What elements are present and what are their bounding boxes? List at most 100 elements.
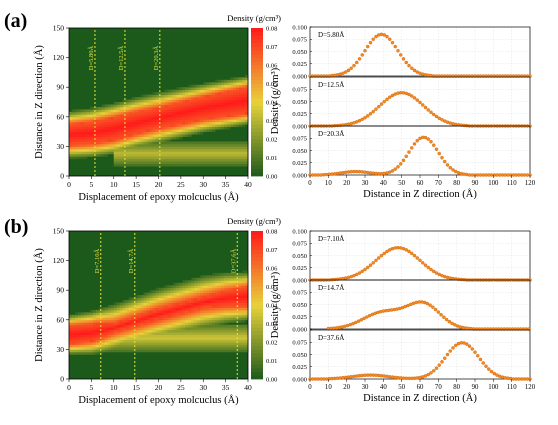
data-point [465, 172, 469, 177]
heatmap-cell [182, 141, 186, 145]
heatmap-cell [209, 119, 213, 123]
heatmap-cell [221, 163, 225, 167]
data-point [385, 249, 389, 254]
heatmap-cell [98, 327, 103, 331]
heatmap-cell [125, 134, 130, 137]
heatmap-cell [158, 94, 162, 98]
heatmap-cell [155, 327, 159, 331]
heatmap-cell [245, 141, 249, 145]
heatmap-cell [89, 136, 94, 140]
heatmap-cell [230, 339, 234, 343]
heatmap-cell [236, 156, 240, 160]
heatmap-cell [113, 329, 118, 333]
heatmap-cell [227, 106, 231, 110]
heatmap-cell [128, 141, 133, 145]
heatmap-cell [140, 307, 144, 311]
data-point [423, 105, 428, 110]
heatmap-cell [77, 111, 82, 115]
heatmap-cell [215, 334, 219, 338]
heatmap-cell [194, 295, 198, 298]
heatmap-cell [71, 342, 76, 345]
heatmap-cell [152, 297, 156, 301]
heatmap-cell [77, 342, 82, 345]
heatmap-cell [137, 151, 141, 155]
data-point [368, 40, 373, 45]
heatmap-cell [245, 312, 249, 316]
heatmap-cell [164, 114, 168, 118]
heatmap-cell [92, 143, 97, 147]
heatmap-cell [176, 329, 180, 333]
heatmap-cell [245, 317, 249, 321]
heatmap-cell [215, 92, 219, 95]
heatmap-cell [230, 307, 234, 311]
heatmap-cell [113, 339, 118, 343]
heatmap-cell [203, 126, 207, 130]
heatmap-cell [203, 121, 207, 125]
heatmap-cell [134, 346, 139, 350]
y-tick-label: 0.000 [292, 277, 307, 284]
data-point [412, 253, 417, 258]
heatmap-cell [119, 317, 124, 321]
heatmap-cell [137, 337, 141, 340]
heatmap-cell [170, 143, 174, 147]
heatmap-cell [245, 295, 249, 298]
heatmap-cell [83, 114, 88, 118]
heatmap-cell [221, 143, 225, 147]
heatmap-cell [137, 339, 141, 343]
heatmap-cell [188, 302, 192, 306]
heatmap-cell [131, 141, 136, 145]
heatmap-cell [134, 109, 139, 113]
heatmap-cell [95, 324, 100, 328]
heatmap-cell [155, 106, 159, 110]
heatmap-cell [71, 141, 76, 145]
heatmap-cell [191, 94, 195, 98]
heatmap-cell [209, 324, 213, 328]
heatmap-cell [116, 102, 121, 105]
heatmap-cell [218, 156, 222, 160]
heatmap-cell [224, 282, 228, 286]
heatmap-cell [113, 143, 118, 147]
heatmap-cell [212, 324, 216, 328]
heatmap-cell [176, 148, 180, 152]
heatmap-cell [221, 148, 225, 152]
heatmap-cell [239, 111, 243, 115]
heatmap-cell [197, 329, 201, 333]
heatmap-cell [179, 126, 183, 130]
heatmap-cell [71, 344, 76, 348]
heatmap-cell [227, 156, 231, 160]
heatmap-cell [101, 314, 106, 318]
heatmap-cell [224, 346, 228, 350]
heatmap-cell [179, 104, 183, 108]
heatmap-cell [221, 300, 225, 303]
heatmap-cell [239, 114, 243, 118]
colorbar-segment [251, 146, 263, 151]
heatmap-cell [194, 84, 198, 88]
heatmap-cell [212, 148, 216, 152]
heatmap-cell [125, 317, 130, 321]
data-point [434, 114, 439, 119]
heatmap-cell [119, 324, 124, 328]
heatmap-cell [215, 99, 219, 103]
heatmap-cell [161, 324, 165, 328]
heatmap-cell [101, 324, 106, 328]
heatmap-cell [194, 337, 198, 340]
heatmap-cell [176, 94, 180, 98]
heatmap-cell [158, 106, 162, 110]
heatmap-cell [185, 329, 189, 333]
y-tick-label: 0.075 [292, 290, 307, 297]
heatmap-cell [221, 104, 225, 108]
heatmap-cell [176, 300, 180, 303]
heatmap-cell [74, 126, 79, 130]
heatmap-cell [107, 309, 112, 313]
colorbar-segment [251, 356, 263, 361]
heatmap-cell [245, 156, 249, 160]
heatmap-cell [242, 141, 246, 145]
heatmap-cell [182, 151, 186, 155]
heatmap-cell [128, 102, 133, 105]
heatmap-cell [230, 121, 234, 125]
heatmap-cell [236, 79, 240, 83]
heatmap-cell [185, 116, 189, 120]
colorbar-segment [251, 234, 263, 239]
heatmap-cell [203, 292, 207, 296]
heatmap-cell [227, 102, 231, 105]
